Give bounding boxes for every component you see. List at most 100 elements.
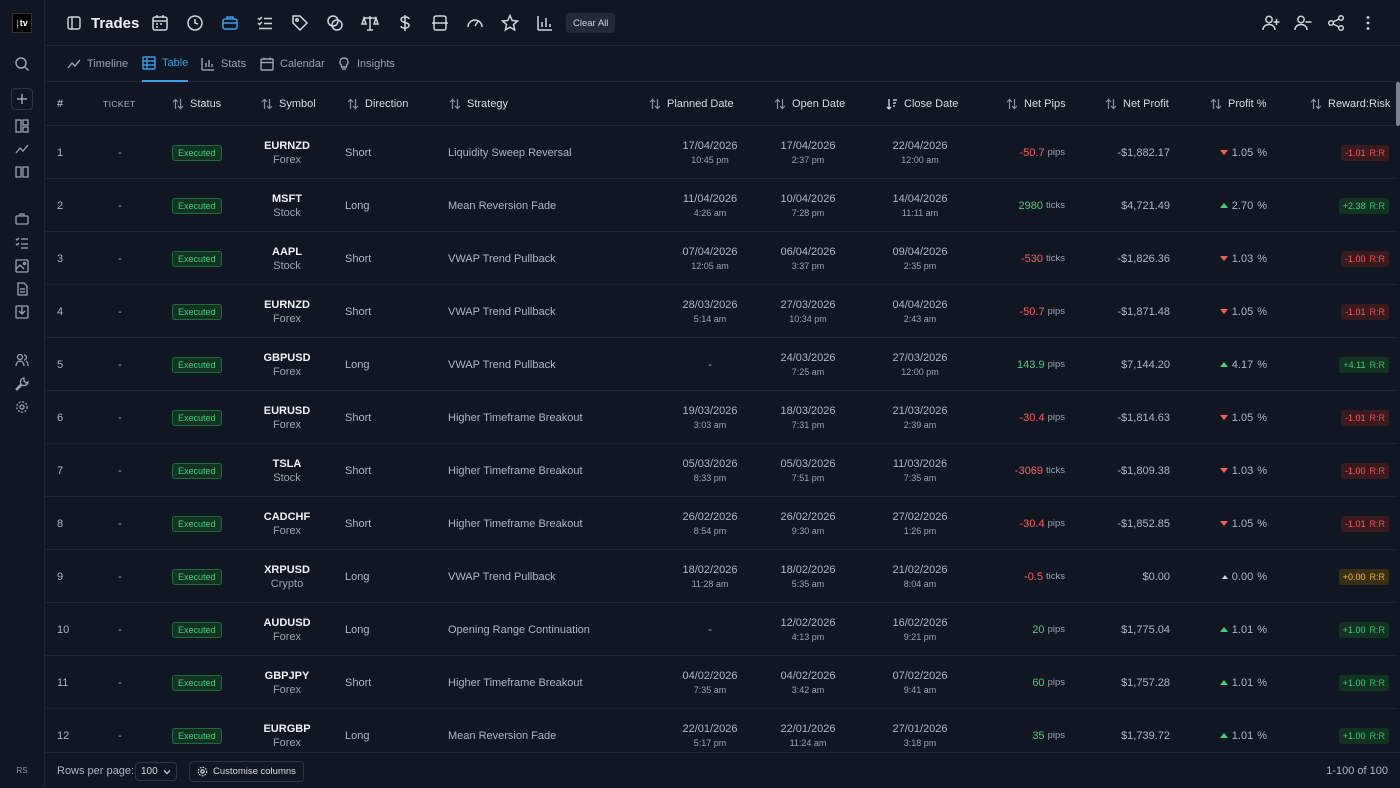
table-row[interactable]: 10 - Executed AUDUSD Forex Long Opening Range … [45, 603, 1396, 656]
col-reward-risk[interactable]: Reward:Risk [1310, 82, 1390, 126]
table-footer: Rows per page: 100 Customise columns 1-1… [45, 752, 1400, 788]
table-row[interactable]: 8 - Executed CADCHF Forex Short Higher Timefra… [45, 497, 1396, 550]
more-options-icon[interactable] [1357, 12, 1379, 34]
user-avatar[interactable]: RS [16, 765, 28, 775]
table-row[interactable]: 5 - Executed GBPUSD Forex Long VWAP Trend Pull… [45, 338, 1396, 391]
checklist-filter-icon[interactable] [254, 12, 276, 34]
col-open-date[interactable]: Open Date [774, 82, 845, 126]
ticket-cell: - [103, 391, 137, 444]
stats-icon [201, 57, 215, 71]
image-gallery-icon[interactable] [12, 256, 32, 276]
strategy-name: Higher Timeframe Breakout [448, 464, 583, 477]
tab-calendar[interactable]: Calendar [260, 46, 325, 82]
table-row[interactable]: 2 - Executed MSFT Stock Long Mean Reversion Fa… [45, 179, 1396, 232]
profit-pct: 1.01% [1219, 624, 1267, 636]
add-trade-button[interactable] [11, 88, 33, 110]
rr-value: -1.00 [1344, 253, 1366, 264]
close-date-cell: 21/03/2026 2:39 am [865, 391, 975, 444]
table-row[interactable]: 1 - Executed EURNZD Forex Short Liquidity Swee… [45, 126, 1396, 179]
rows-per-page-select[interactable]: 100 [135, 762, 177, 781]
clock-filter-icon[interactable] [184, 12, 206, 34]
net-pips-cell: -30.4 pips [975, 391, 1065, 444]
pips-unit: ticks [1046, 571, 1065, 582]
customise-columns-button[interactable]: Customise columns [189, 761, 304, 782]
col-status[interactable]: Status [172, 82, 221, 126]
ticket-value: - [118, 676, 122, 689]
calendar-filter-icon[interactable] [149, 12, 171, 34]
add-user-icon[interactable] [1260, 12, 1282, 34]
tab-table[interactable]: Table [142, 46, 189, 82]
symbol-name: GBPUSD [263, 351, 311, 364]
close-time: 12:00 pm [901, 366, 939, 377]
ticket-cell: - [103, 656, 137, 709]
open-date: 22/01/2026 [780, 722, 836, 735]
table-row[interactable]: 11 - Executed GBPJPY Forex Short Higher Timefr… [45, 656, 1396, 709]
symbol-name: TSLA [272, 457, 302, 470]
tag-filter-icon[interactable] [289, 12, 311, 34]
gauge-filter-icon[interactable] [464, 12, 486, 34]
col-ticket[interactable]: TICKET [103, 99, 136, 109]
col-symbol[interactable]: Symbol [261, 82, 316, 126]
table-row[interactable]: 12 - Executed EURGBP Forex Long Mean Reversion… [45, 709, 1396, 752]
table-row[interactable]: 9 - Executed XRPUSD Crypto Long VWAP Trend Pul… [45, 550, 1396, 603]
dollar-filter-icon[interactable] [394, 12, 416, 34]
performance-chart-icon[interactable] [12, 139, 32, 159]
col-net-pips[interactable]: Net Pips [1006, 82, 1066, 126]
symbol-cell: MSFT Stock [245, 179, 329, 232]
open-date-cell: 26/02/2026 9:30 am [753, 497, 863, 550]
tab-insights[interactable]: Insights [337, 46, 395, 82]
col-direction[interactable]: Direction [347, 82, 408, 126]
col-planned-date[interactable]: Planned Date [649, 82, 734, 126]
app-logo[interactable]: | tv [12, 13, 32, 33]
row-index-text: 4 [57, 305, 64, 318]
col-strategy[interactable]: Strategy [449, 82, 508, 126]
star-filter-icon[interactable] [499, 12, 521, 34]
remove-user-icon[interactable] [1292, 12, 1314, 34]
table-row[interactable]: 3 - Executed AAPL Stock Short VWAP Trend Pullb… [45, 232, 1396, 285]
clear-all-button[interactable]: Clear All [566, 13, 616, 33]
open-date: 18/02/2026 [780, 563, 836, 576]
market-type: Stock [273, 206, 301, 219]
table-scrollbar[interactable] [1396, 82, 1400, 126]
settings-gear-icon[interactable] [12, 397, 32, 417]
checklist-icon[interactable] [12, 233, 32, 253]
col-net-profit[interactable]: Net Profit [1105, 82, 1169, 126]
pips-unit: pips [1047, 306, 1065, 317]
profit-pct: 1.01% [1219, 677, 1267, 689]
import-icon[interactable] [12, 302, 32, 322]
table-row[interactable]: 6 - Executed EURUSD Forex Short Higher Timefra… [45, 391, 1396, 444]
briefcase-filter-icon[interactable] [219, 12, 241, 34]
users-icon[interactable] [12, 350, 32, 370]
sidebar-toggle-icon[interactable] [67, 16, 81, 30]
trend-up-icon [1219, 203, 1228, 208]
tools-wrench-icon[interactable] [12, 374, 32, 394]
split-filter-icon[interactable] [429, 12, 451, 34]
trades-briefcase-icon[interactable] [12, 209, 32, 229]
col-close-date[interactable]: Close Date [886, 82, 958, 126]
strategy-name: Higher Timeframe Breakout [448, 411, 583, 424]
coins-filter-icon[interactable] [324, 12, 346, 34]
tab-stats[interactable]: Stats [201, 46, 246, 82]
share-icon[interactable] [1325, 12, 1347, 34]
direction-value: Long [345, 729, 370, 742]
dashboard-icon[interactable] [12, 116, 32, 136]
col-profit-pct[interactable]: Profit % [1210, 82, 1267, 126]
timeline-icon [67, 57, 81, 71]
bar-chart-filter-icon[interactable] [534, 12, 556, 34]
close-date: 14/04/2026 [892, 192, 948, 205]
tab-timeline[interactable]: Timeline [67, 46, 128, 82]
planned-date: 11/04/2026 [682, 192, 738, 205]
table-row[interactable]: 4 - Executed EURNZD Forex Short VWAP Trend Pul… [45, 285, 1396, 338]
planned-time: 8:33 pm [693, 472, 727, 483]
journal-book-icon[interactable] [12, 162, 32, 182]
planned-date: 26/02/2026 [682, 510, 738, 523]
percent-sign: % [1257, 464, 1267, 477]
table-row[interactable]: 7 - Executed TSLA Stock Short Higher Timeframe… [45, 444, 1396, 497]
search-icon[interactable] [12, 54, 32, 74]
document-icon[interactable] [12, 279, 32, 299]
profit-pct-value: 0.00 [1231, 570, 1254, 583]
profit-pct-cell: 1.05% [1185, 285, 1267, 338]
scale-filter-icon[interactable] [359, 12, 381, 34]
close-time: 2:43 am [903, 313, 937, 324]
net-profit-value: $7,144.20 [1121, 358, 1170, 371]
